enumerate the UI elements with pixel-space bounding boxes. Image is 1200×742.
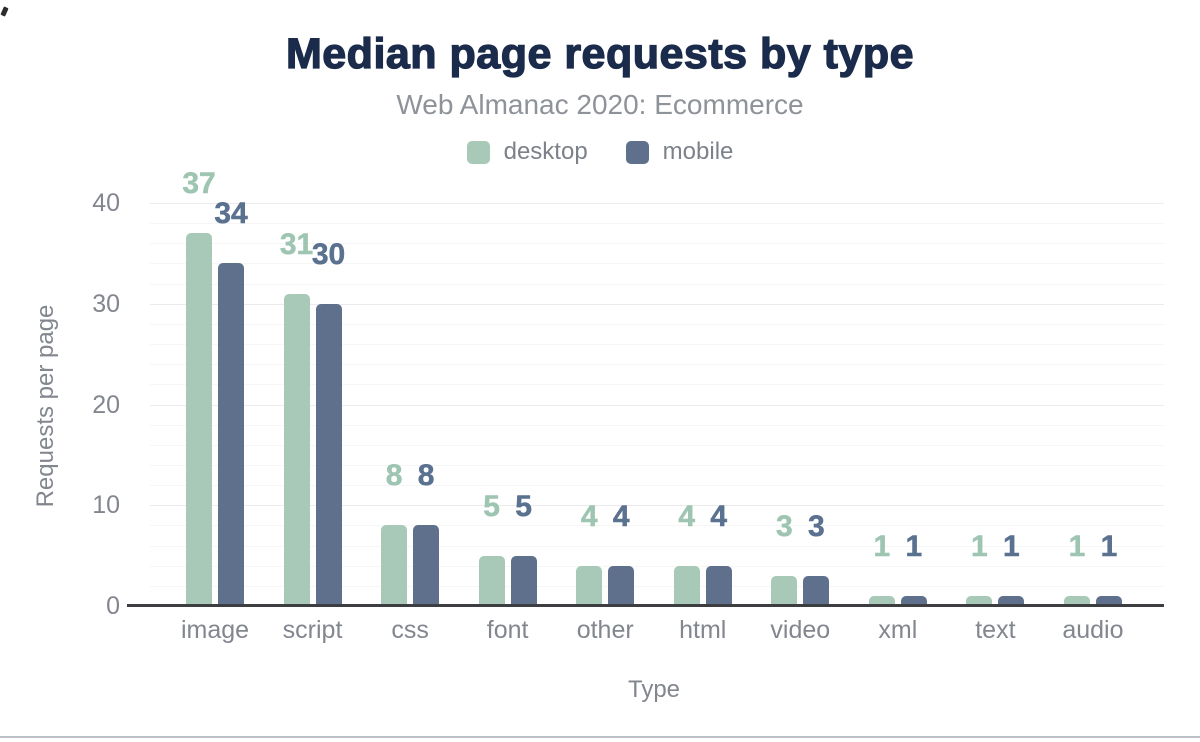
plot-area: 37 31 8 5 4 4 3 1 1 1 34 30 8 5 4 4 3 1 1 1 <box>150 168 1164 606</box>
value-label-mobile-html: 4 <box>710 499 728 533</box>
y-tick-0: 0 <box>106 592 120 620</box>
value-label-desktop-video: 3 <box>775 509 793 543</box>
value-label-mobile-video: 3 <box>807 509 825 543</box>
value-label-mobile-image: 34 <box>214 197 248 231</box>
corner-artifact-mark <box>0 6 9 17</box>
value-label-desktop-text: 1 <box>971 529 988 563</box>
bar-desktop-xml <box>868 595 895 606</box>
bar-desktop-other <box>576 565 603 606</box>
chart-subtitle: Web Almanac 2020: Ecommerce <box>396 89 804 120</box>
bar-desktop-script <box>283 293 310 606</box>
gridline-28 <box>150 323 1164 325</box>
bar-desktop-video <box>771 575 798 606</box>
legend-item-mobile: mobile <box>625 138 734 166</box>
bar-mobile-font <box>510 555 537 606</box>
gridline-2 <box>150 585 1164 587</box>
x-tick-other: other <box>576 616 634 644</box>
x-tick-video: video <box>770 616 831 644</box>
legend: desktop mobile <box>0 138 1200 166</box>
y-tick-10: 10 <box>92 491 120 520</box>
gridline-24 <box>150 364 1164 366</box>
y-tick-20: 20 <box>92 390 120 419</box>
value-label-mobile-xml: 1 <box>905 529 923 563</box>
bar-mobile-text <box>998 595 1025 606</box>
bar-desktop-css <box>381 525 408 606</box>
value-label-desktop-css: 8 <box>385 459 403 493</box>
bar-desktop-html <box>673 565 700 606</box>
gridline-4 <box>150 565 1164 567</box>
gridline-34 <box>150 263 1164 265</box>
gridline-16 <box>150 444 1164 446</box>
value-label-mobile-font: 5 <box>515 489 532 523</box>
y-tick-30: 30 <box>92 289 120 318</box>
bar-mobile-other <box>608 565 635 606</box>
gridline-14 <box>150 464 1164 466</box>
value-label-desktop-xml: 1 <box>873 529 891 563</box>
x-tick-css: css <box>391 616 429 644</box>
value-label-mobile-other: 4 <box>612 499 630 533</box>
legend-label-mobile: mobile <box>662 138 734 165</box>
x-tick-html: html <box>679 616 727 644</box>
gridline-10 <box>150 505 1164 507</box>
gridline-12 <box>150 485 1164 487</box>
value-label-mobile-script: 30 <box>311 237 346 271</box>
x-tick-image: image <box>180 616 250 644</box>
bar-mobile-script <box>315 303 342 606</box>
value-label-desktop-other: 4 <box>580 499 598 533</box>
gridline-22 <box>150 384 1164 386</box>
gridline-20 <box>150 404 1164 406</box>
value-label-mobile-audio: 1 <box>1100 529 1118 563</box>
bar-desktop-audio <box>1063 595 1090 606</box>
chart-title: Median page requests by type <box>285 29 915 78</box>
bar-desktop-image <box>186 233 212 606</box>
value-label-desktop-font: 5 <box>483 489 500 523</box>
x-tick-text: text <box>975 616 1016 644</box>
value-label-desktop-audio: 1 <box>1068 529 1086 563</box>
x-tick-xml: xml <box>878 616 918 644</box>
x-axis-title: Type <box>627 676 681 703</box>
gridline-6 <box>150 545 1164 547</box>
bar-mobile-html <box>705 565 732 606</box>
x-axis-line <box>127 604 1164 607</box>
x-tick-audio: audio <box>1062 616 1124 644</box>
gridline-30 <box>150 303 1164 305</box>
bar-mobile-audio <box>1095 595 1122 606</box>
desktop-swatch-icon <box>466 140 490 164</box>
mobile-swatch-icon <box>625 140 649 164</box>
bottom-border-line <box>0 736 1200 738</box>
bar-desktop-font <box>478 555 505 606</box>
gridline-18 <box>150 424 1164 426</box>
gridline-38 <box>150 223 1164 225</box>
legend-item-desktop: desktop <box>466 138 588 166</box>
bar-mobile-video <box>803 575 830 606</box>
bar-desktop-text <box>966 595 993 606</box>
value-label-desktop-html: 4 <box>678 499 696 533</box>
x-tick-script: script <box>282 616 343 644</box>
legend-label-desktop: desktop <box>503 138 588 165</box>
y-tick-40: 40 <box>92 189 120 217</box>
value-label-desktop-script: 31 <box>279 227 314 261</box>
bar-mobile-image <box>218 263 244 606</box>
gridline-36 <box>150 243 1164 245</box>
value-label-mobile-text: 1 <box>1003 529 1020 563</box>
gridline-32 <box>150 283 1164 285</box>
gridline-8 <box>150 525 1164 527</box>
bar-mobile-css <box>413 525 440 606</box>
gridline-40 <box>150 203 1164 204</box>
gridline-26 <box>150 344 1164 346</box>
bar-mobile-xml <box>900 595 927 606</box>
value-label-mobile-css: 8 <box>417 459 435 493</box>
x-tick-font: font <box>486 616 529 644</box>
value-label-desktop-image: 37 <box>182 167 216 201</box>
